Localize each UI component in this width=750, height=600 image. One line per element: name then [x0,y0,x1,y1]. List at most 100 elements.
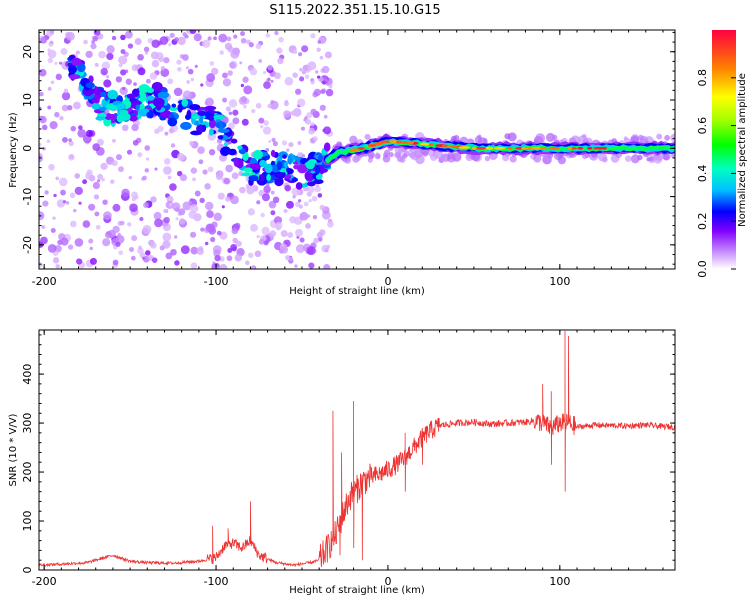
heatmap-cell [137,247,144,255]
heatmap-cell [167,175,172,180]
x-tick-label: -100 [204,575,229,588]
heatmap-cell [157,91,170,99]
heatmap-cell [274,30,279,36]
heatmap-cell [77,125,83,130]
heatmap-cell [196,247,204,256]
heatmap-cell [244,260,250,266]
heatmap-cell [319,104,326,111]
heatmap-cell [310,33,316,39]
heatmap-cell [349,148,360,152]
heatmap-cell [305,160,315,170]
heatmap-cell [267,103,272,109]
heatmap-cell [270,149,276,157]
heatmap-cell [255,43,262,50]
heatmap-cell [74,186,83,196]
heatmap-cell [204,183,211,190]
heatmap-cell [304,118,312,125]
heatmap-cell [209,81,214,86]
heatmap-cell [163,216,170,224]
heatmap-cell [96,138,104,146]
heatmap-cell [126,149,133,155]
x-tick-label: 100 [549,575,570,588]
heatmap-cell [248,42,254,48]
x-tick-label: 0 [384,275,391,288]
heatmap-cell [532,146,541,150]
heatmap-cell [207,166,214,173]
heatmap-cell [287,232,294,238]
heatmap-cell [145,250,151,256]
heatmap-cell [190,167,198,174]
heatmap-cell [107,89,119,100]
heatmap-cell [314,185,322,193]
heatmap-cell [61,104,69,112]
heatmap-cell [63,88,69,94]
heatmap-cell [189,30,197,34]
heatmap-cell [295,182,303,190]
heatmap-cell [548,146,560,150]
heatmap-cell [187,68,194,75]
spectrogram-ylabel: Frequency (Hz) [8,112,19,188]
heatmap-cell [75,50,80,55]
heatmap-cell [115,241,121,247]
heatmap-cell [272,196,280,204]
heatmap-cell [60,47,68,55]
heatmap-cell [321,244,329,253]
heatmap-cell [232,117,240,125]
heatmap-cell [249,67,258,76]
heatmap-cell [39,115,47,124]
heatmap-cell [286,200,294,209]
heatmap-cell [240,83,245,88]
heatmap-cell [192,177,196,182]
heatmap-cell [200,83,204,87]
heatmap-cell [68,154,75,161]
heatmap-cell [297,98,306,107]
heatmap-cell [646,156,651,162]
heatmap-cell [182,90,192,100]
heatmap-cell [112,203,121,212]
heatmap-cell [94,211,100,217]
heatmap-cell [197,146,205,155]
heatmap-cell [88,238,94,244]
heatmap-cell [311,195,318,202]
heatmap-cell [270,79,274,83]
heatmap-cell [206,210,214,218]
heatmap-cell [89,246,93,251]
heatmap-cell [224,42,233,51]
heatmap-cell [320,89,326,95]
heatmap-cell [271,137,276,142]
heatmap-cell [177,152,185,161]
colorbar-gradient [712,30,736,269]
heatmap-cell [174,37,179,42]
heatmap-cell [364,133,371,140]
heatmap-cell [263,120,269,126]
heatmap-cell [276,160,282,171]
y-tick-label: -10 [21,188,34,206]
heatmap-cell [131,235,138,242]
heatmap-cell [319,204,325,211]
heatmap-cell [213,36,217,41]
heatmap-cell [260,212,265,218]
snr-ylabel: SNR (10 * V/V) [8,413,19,486]
x-tick-label: -100 [204,275,229,288]
heatmap-cell [301,154,306,158]
heatmap-cell [139,216,144,222]
heatmap-cell [49,40,54,45]
heatmap-cell [299,211,309,221]
heatmap-cell [102,199,108,205]
x-tick-label: -200 [32,275,57,288]
heatmap-cell [306,246,316,256]
heatmap-cell [215,173,223,181]
y-tick-label: 20 [21,45,34,59]
heatmap-cell [70,125,77,132]
heatmap-cell [316,75,321,79]
heatmap-cell [272,141,278,147]
heatmap-cell [206,73,216,83]
heatmap-cell [205,97,214,107]
heatmap-cell [282,154,287,159]
heatmap-cell [153,211,162,220]
heatmap-cell [630,154,640,164]
heatmap-cell [181,98,189,107]
heatmap-cell [47,57,54,63]
heatmap-cell [507,132,517,142]
heatmap-cell [259,124,264,129]
